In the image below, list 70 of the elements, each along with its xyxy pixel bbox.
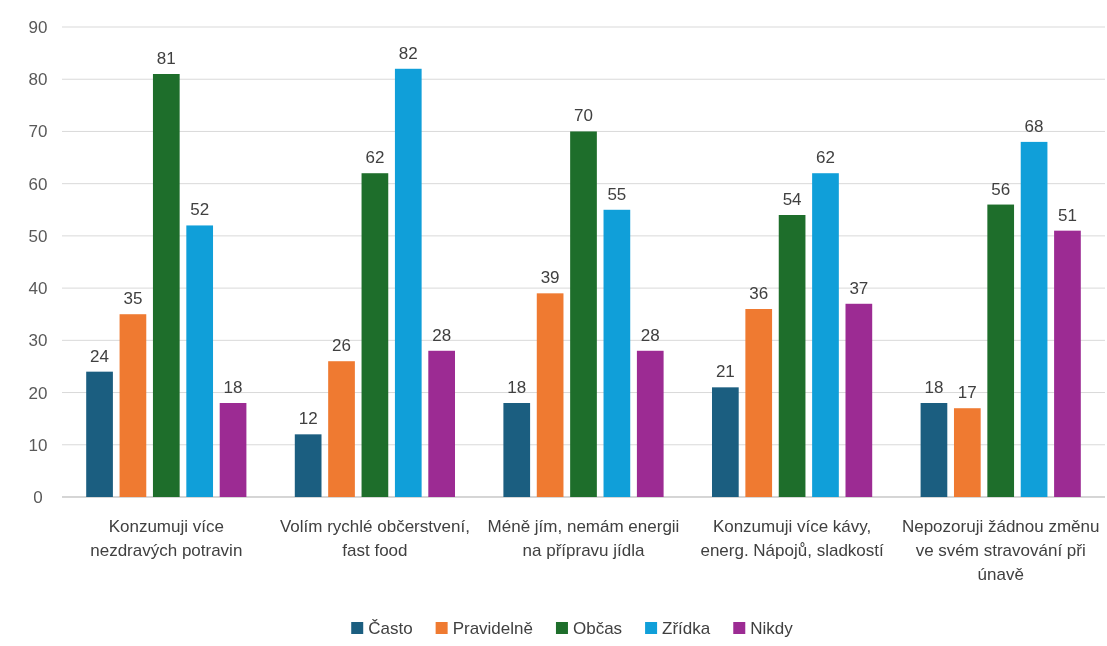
legend-label: Pravidelně	[452, 619, 533, 638]
bar	[328, 361, 355, 497]
bar	[1020, 141, 1048, 497]
data-label: 12	[298, 409, 318, 429]
bar	[219, 403, 247, 497]
data-label: 28	[432, 325, 452, 345]
data-label: 28	[640, 325, 660, 345]
bar	[570, 131, 597, 497]
bar	[812, 173, 839, 497]
bar	[636, 350, 664, 497]
data-label: 62	[365, 148, 385, 168]
data-label: 21	[715, 362, 735, 382]
y-tick-label: 20	[28, 383, 48, 403]
data-label: 54	[782, 190, 802, 209]
data-label: 62	[816, 148, 835, 168]
data-label: 26	[332, 336, 351, 356]
bar	[603, 209, 631, 497]
data-label: 52	[190, 200, 210, 220]
data-label: 35	[123, 289, 143, 309]
y-tick-label: 80	[28, 70, 48, 90]
bar	[778, 215, 806, 497]
bar	[712, 387, 739, 497]
data-label: 81	[156, 49, 176, 68]
bar	[361, 173, 389, 497]
bar	[119, 314, 147, 497]
bar	[987, 204, 1015, 497]
legend-label: Občas	[572, 619, 623, 638]
data-label: 68	[1024, 116, 1044, 136]
bar	[953, 408, 981, 497]
data-label: 55	[607, 184, 627, 204]
data-label: 37	[849, 278, 869, 298]
legend-label: Často	[368, 619, 413, 638]
bar	[920, 403, 948, 497]
y-tick-label: 60	[28, 174, 48, 194]
y-tick-label: 50	[28, 226, 48, 246]
legend-label: Nikdy	[750, 619, 794, 638]
bar	[503, 403, 531, 497]
bar	[152, 74, 180, 497]
bar	[428, 350, 455, 497]
y-tick-label: 0	[33, 487, 43, 507]
y-tick-label: 90	[28, 17, 48, 37]
data-label: 70	[574, 106, 593, 126]
y-tick-label: 70	[28, 122, 48, 142]
y-tick-label: 40	[28, 279, 48, 299]
data-label: 17	[957, 383, 977, 403]
data-label: 51	[1057, 205, 1077, 225]
data-label: 82	[398, 43, 418, 63]
data-label: 36	[749, 284, 769, 303]
data-label: 56	[991, 179, 1011, 199]
bar	[86, 371, 113, 497]
bar	[845, 303, 873, 497]
x-tick-label: Konzumuji více kávy, energ. Nápojů, sladkostí	[700, 517, 885, 560]
x-tick-label: Méně jím, nemám energii na přípravu jídla	[487, 517, 680, 560]
bar	[1054, 230, 1081, 497]
data-label: 18	[223, 378, 243, 397]
data-label: 24	[90, 346, 110, 366]
y-tick-label: 30	[28, 331, 48, 351]
bar	[394, 68, 422, 497]
bar	[745, 309, 773, 497]
y-tick-label: 10	[28, 435, 48, 455]
data-label: 18	[924, 378, 944, 397]
bar	[294, 434, 322, 497]
x-tick-label: Nepozoruji žádnou změnu ve svém stravování při únavě	[901, 517, 1100, 584]
x-tick-label: Konzumuji více nezdravých potravin	[90, 517, 243, 560]
legend-label: Zřídka	[662, 619, 711, 638]
x-tick-label: Volím rychlé občerstvení, fast food	[279, 517, 470, 560]
data-label: 18	[507, 378, 527, 397]
bar	[186, 225, 214, 497]
data-label: 39	[540, 268, 560, 288]
bar	[536, 293, 564, 497]
